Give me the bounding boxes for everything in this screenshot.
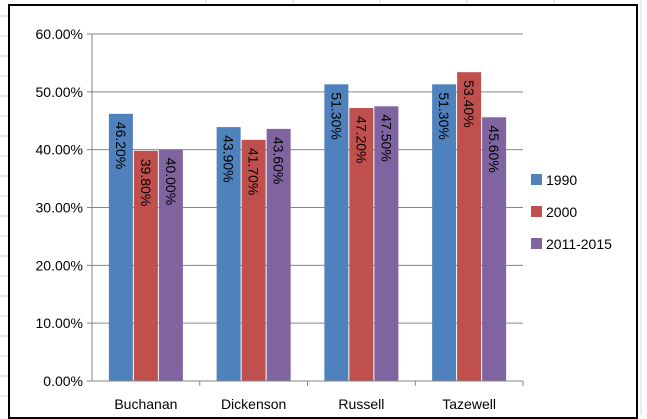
data-label: 41.70% [246,148,262,195]
y-tick-label: 60.00% [36,26,83,42]
y-tick-label: 30.00% [36,200,83,216]
data-label: 43.60% [271,137,287,184]
bar [241,139,266,381]
bar [133,150,158,381]
legend-swatch [531,238,542,249]
data-label: 39.80% [138,159,154,206]
data-label: 43.90% [221,135,237,182]
bar [349,108,374,381]
y-tick-label: 20.00% [36,257,83,273]
data-label: 45.60% [486,125,502,172]
axes [91,34,524,386]
y-tick-label: 40.00% [36,142,83,158]
legend-swatch [531,206,542,217]
data-label: 51.30% [436,92,452,139]
data-label: 51.30% [328,92,344,139]
data-label: 47.20% [353,116,369,163]
data-label: 53.40% [461,80,477,127]
y-tick-label: 50.00% [36,84,83,100]
legend: 1990 2000 2011-2015 [531,172,612,252]
bar [374,106,399,382]
legend-swatch [531,174,542,185]
legend-label: 2011-2015 [546,236,612,252]
bar [158,149,183,381]
data-label: 46.20% [113,122,129,169]
legend-label: 1990 [546,172,577,188]
category-label: Buchanan [114,396,177,412]
bar [457,72,482,382]
y-tick-label: 10.00% [36,315,83,331]
x-axis-categories: Buchanan Dickenson Russell Tazewell [114,396,496,412]
bar [324,84,349,381]
category-label: Russell [338,396,384,412]
legend-label: 2000 [546,204,577,220]
category-label: Tazewell [442,396,496,412]
bar [108,113,133,381]
category-label: Dickenson [221,396,286,412]
bar [432,84,457,381]
bar [266,128,291,381]
y-axis-ticks: 0.00% 10.00% 20.00% 30.00% 40.00% 50.00% 60.00… [36,26,92,389]
bar [482,117,507,381]
data-label: 47.50% [378,114,394,161]
bar [216,127,241,381]
bars [108,72,507,382]
y-tick-label: 0.00% [43,373,83,389]
data-label: 40.00% [163,158,179,205]
data-labels: 46.20% 39.80% 40.00% 43.90% 41.70% 43.60% 51.3… [113,80,502,206]
